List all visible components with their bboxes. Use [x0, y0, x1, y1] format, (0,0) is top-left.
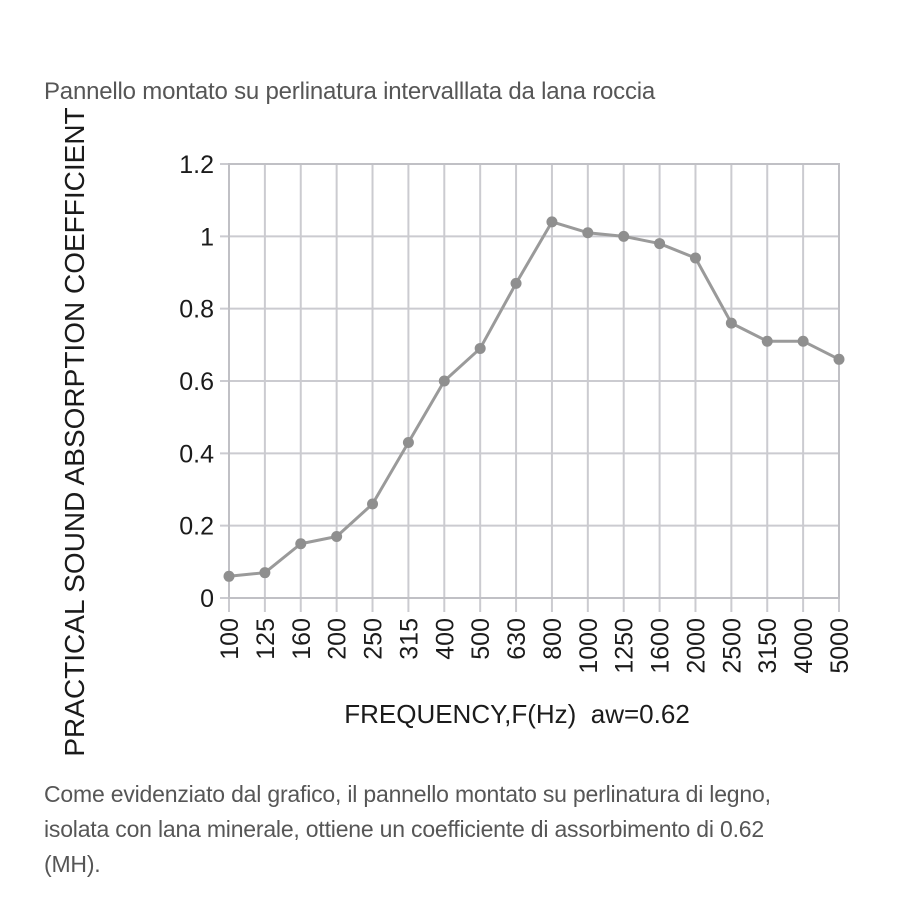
x-tick-label: 315 — [395, 618, 423, 660]
caption-text: Come evidenziato dal grafico, il pannell… — [44, 781, 771, 877]
x-tick-label: 800 — [539, 618, 567, 660]
data-point — [618, 230, 630, 242]
x-tick-label: 5000 — [826, 618, 854, 674]
data-point — [474, 342, 486, 354]
x-tick-label: 1250 — [611, 618, 639, 674]
y-tick-label: 0.8 — [179, 296, 214, 324]
x-tick-label: 3150 — [754, 618, 782, 674]
data-point — [295, 538, 307, 550]
data-point — [689, 252, 701, 264]
y-tick-label: 0.4 — [179, 440, 214, 468]
x-tick-label: 2000 — [682, 618, 710, 674]
data-point — [761, 335, 773, 347]
data-line — [227, 220, 841, 578]
x-axis-title: FREQUENCY,F(Hz) aw=0.62 — [344, 699, 690, 729]
data-point — [582, 227, 594, 239]
plot-border — [228, 163, 840, 599]
x-tick-label: 400 — [431, 618, 459, 660]
data-point — [223, 570, 235, 582]
x-tick-label: 125 — [252, 618, 280, 660]
x-tick-label: 630 — [503, 618, 531, 660]
x-tick-label: 160 — [288, 618, 316, 660]
data-point — [725, 317, 737, 329]
x-tick-label: 200 — [324, 618, 352, 660]
page-title: Pannello montato su perlinatura interval… — [44, 78, 656, 105]
y-tick-label: 1.2 — [179, 151, 214, 179]
data-point — [510, 277, 522, 289]
data-point — [259, 567, 271, 579]
y-tick-label: 0.2 — [179, 513, 214, 541]
y-axis-title: PRACTICAL SOUND ABSORPTION COEFFICIENT — [59, 107, 90, 756]
data-point — [546, 216, 558, 228]
data-point — [833, 353, 845, 365]
x-tick-label: 2500 — [718, 618, 746, 674]
data-point — [797, 335, 809, 347]
x-tick-label: 4000 — [790, 618, 818, 674]
data-point — [331, 531, 343, 543]
data-point — [402, 436, 414, 448]
x-tick-label: 100 — [216, 618, 244, 660]
data-point — [367, 498, 379, 510]
x-tick-label: 1000 — [575, 618, 603, 674]
y-tick-label: 0.6 — [179, 368, 214, 396]
data-point — [654, 238, 666, 250]
y-tick-label: 1 — [200, 223, 214, 251]
data-point — [438, 375, 450, 387]
y-tick-label: 0 — [200, 585, 214, 613]
x-tick-label: 1600 — [647, 618, 675, 674]
x-tick-label: 250 — [360, 618, 388, 660]
x-tick-label: 500 — [467, 618, 495, 660]
